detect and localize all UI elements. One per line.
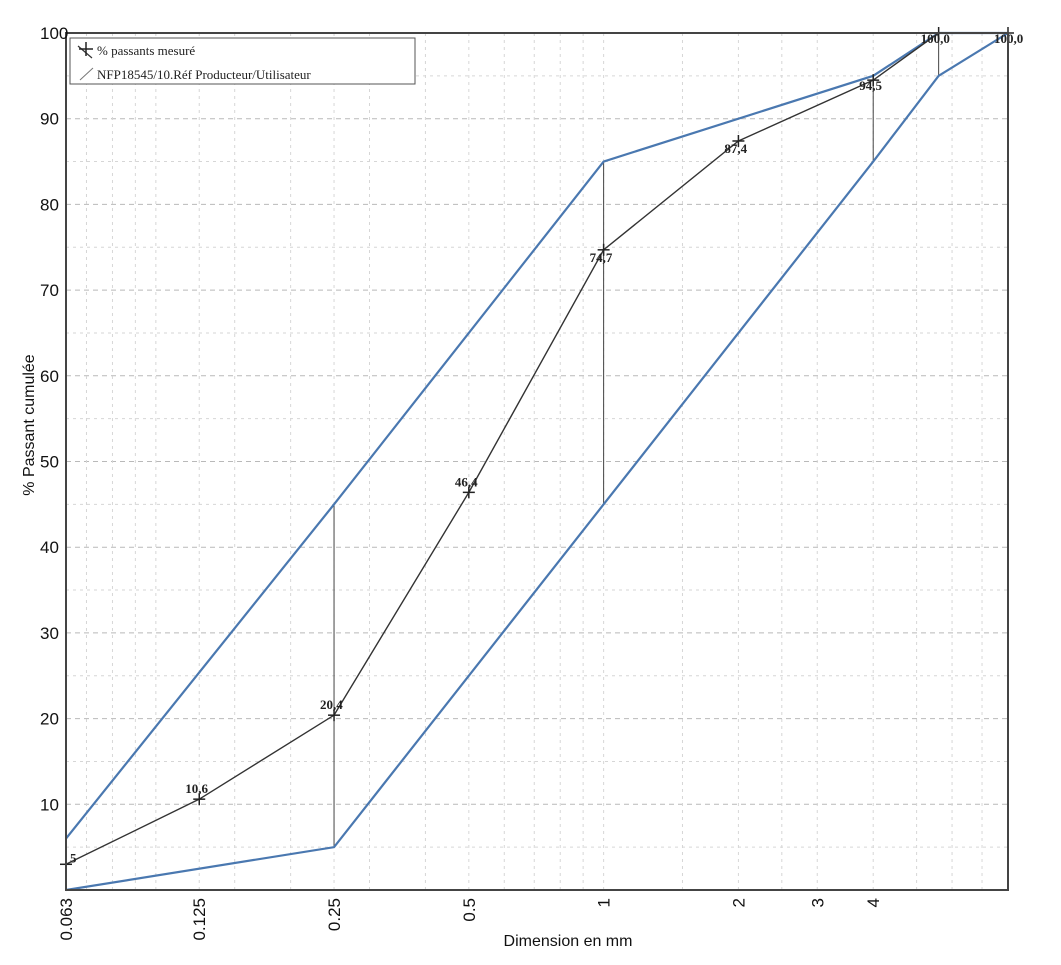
y-tick-label: 20 [40,710,59,729]
x-tick-labels: 0.063 0.125 0.25 0.5 1 2 3 4 [57,898,883,941]
y-tick-label: 50 [40,453,59,472]
y-tick-label: 60 [40,367,59,386]
y-tick-label: 90 [40,110,59,129]
x-tick-label: 0.125 [190,898,209,941]
y-axis-label: % Passant cumulée [21,354,38,496]
plot-frame [65,32,1009,891]
y-tick-label: 100 [40,24,68,43]
data-point [597,243,610,256]
y-tick-label: 70 [40,281,59,300]
data-label: 100,0 [921,31,950,46]
x-axis-label: Dimension en mm [504,933,633,950]
y-tick-label: 10 [40,795,59,814]
data-label: 74,7 [590,250,613,265]
data-label: 87,4 [724,141,747,156]
x-tick-label: 4 [864,898,883,907]
x-tick-label: 0.5 [460,898,479,922]
data-point [462,486,475,499]
y-tick-label: 80 [40,195,59,214]
legend-entry-reference: NFP18545/10.Réf Producteur/Utilisateur [97,67,311,82]
data-point [193,793,206,806]
data-label: 10,6 [185,781,208,796]
x-tick-label: 1 [595,898,614,907]
legend-entry-measured: % passants mesuré [97,43,195,58]
x-tick-label: 2 [729,898,748,907]
data-point [732,134,745,147]
lower-envelope-line [65,32,1009,892]
legend-marker-reference [79,67,94,81]
y-tick-label: 40 [40,538,59,557]
data-point [867,74,880,87]
data-label: 94,5 [859,78,882,93]
x-tick-label: 3 [808,898,827,907]
reference-lines [333,33,940,848]
data-label: 46,4 [455,474,478,489]
x-tick-label: 0.25 [325,898,344,931]
x-tick-label: 0.063 [57,898,76,941]
data-point [328,709,341,722]
y-tick-label: 30 [40,624,59,643]
grid [66,33,1008,890]
upper-envelope-line [65,31,1008,840]
legend: % passants mesuré NFP18545/10.Réf Produc… [69,37,416,85]
data-label: 5 [70,850,77,865]
y-tick-labels: 10 20 30 40 50 60 70 80 90 100 [40,24,68,814]
measured-line [65,32,1008,865]
legend-marker-measured [77,42,93,59]
data-label: 20,4 [320,697,343,712]
legend-box [69,37,416,85]
